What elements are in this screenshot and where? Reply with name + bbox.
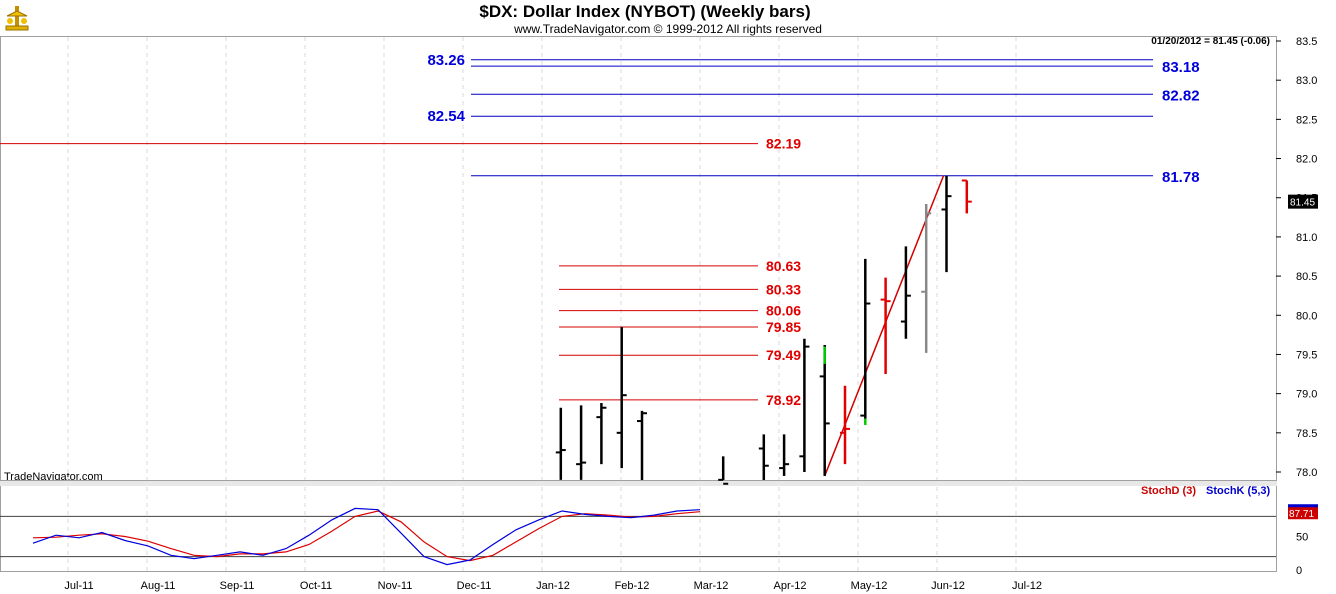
trade-navigator-logo-icon	[4, 4, 30, 32]
y-tick-label: 82.0	[1296, 154, 1317, 166]
fib-label-red: 80.63	[766, 258, 801, 274]
stochk-series-line	[32, 507, 701, 566]
oscillator-tick-label: 0	[1296, 565, 1302, 577]
x-tick-label: Aug-11	[141, 580, 176, 592]
fib-label-red: 80.06	[766, 303, 801, 319]
pane-separator	[0, 481, 1277, 486]
y-tick-label: 78.0	[1296, 467, 1317, 479]
last-value-label: 81.45	[1290, 198, 1315, 209]
y-tick-label: 78.5	[1296, 428, 1317, 440]
y-tick-label: 80.0	[1296, 310, 1317, 322]
oscillator-tick-label: 50	[1296, 532, 1308, 544]
y-tick-label: 79.0	[1296, 389, 1317, 401]
fib-label-red: 79.49	[766, 347, 801, 363]
chart-title: $DX: Dollar Index (NYBOT) (Weekly bars)	[479, 2, 811, 21]
last-value-badge	[1288, 194, 1318, 209]
oscillator-last-value-badge-stripe	[1288, 504, 1318, 508]
price-pane-frame	[0, 36, 1277, 481]
fib-label-blue: 83.18	[1162, 59, 1200, 76]
x-tick-label: Feb-12	[615, 580, 650, 592]
stochd-legend: StochD (3)	[1141, 485, 1196, 497]
fib-label-red: 80.33	[766, 281, 801, 297]
x-tick-label: Jul-11	[64, 580, 93, 592]
copyright-text: www.TradeNavigator.com © 1999-2012 All r…	[514, 22, 822, 36]
fib-label-blue: 81.78	[1162, 169, 1200, 186]
last-quote-label: 01/20/2012 = 81.45 (-0.06)	[1151, 36, 1270, 47]
fib-label-blue: 82.54	[427, 108, 465, 125]
x-tick-label: Jul-12	[1012, 580, 1042, 592]
fib-label-blue: 82.82	[1162, 87, 1200, 104]
x-tick-label: May-12	[851, 580, 888, 592]
x-tick-label: Jun-12	[931, 580, 965, 592]
y-tick-label: 83.5	[1296, 36, 1317, 48]
x-tick-label: Nov-11	[378, 580, 413, 592]
stochk-legend: StochK (5,3)	[1206, 485, 1271, 497]
fib-label-red: 78.92	[766, 392, 801, 408]
oscillator-last-value-badge	[1288, 506, 1318, 520]
x-tick-label: Jan-12	[536, 580, 570, 592]
y-tick-label: 83.0	[1296, 75, 1317, 87]
y-tick-label: 81.0	[1296, 232, 1317, 244]
fib-label-red: 82.19	[766, 136, 801, 152]
x-tick-label: Dec-11	[457, 580, 492, 592]
y-tick-label: 80.5	[1296, 271, 1317, 283]
oscillator-last-value-label: 87.71	[1289, 509, 1314, 520]
x-tick-label: Sep-11	[220, 580, 255, 592]
x-tick-label: Apr-12	[773, 580, 806, 592]
x-tick-label: Oct-11	[300, 580, 332, 592]
y-tick-label: 82.5	[1296, 114, 1317, 126]
stochd-series-line	[32, 510, 701, 562]
y-tick-label: 79.5	[1296, 349, 1317, 361]
x-tick-label: Mar-12	[694, 580, 729, 592]
fib-label-red: 79.85	[766, 319, 801, 335]
fib-label-blue: 83.26	[427, 52, 465, 69]
